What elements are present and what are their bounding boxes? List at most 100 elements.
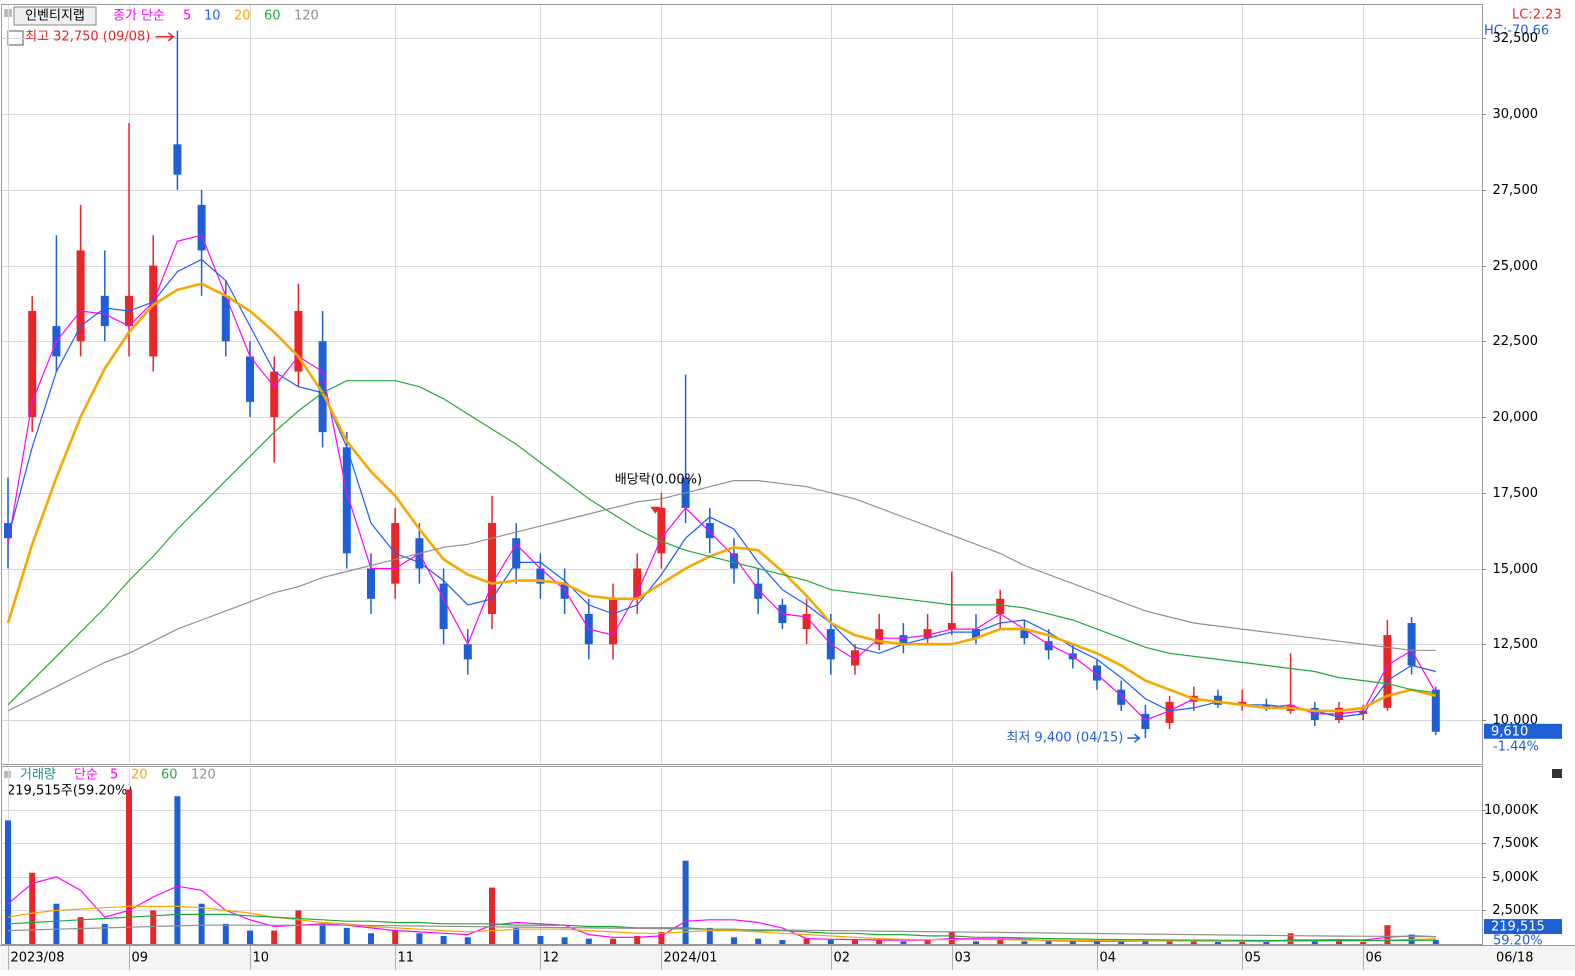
candle-body: [439, 583, 448, 630]
candle-body: [875, 629, 884, 645]
ma-line: [7, 480, 1436, 712]
price-panel: [1, 4, 1483, 765]
candle-body: [318, 341, 327, 433]
x-tick-label: 2024/01: [664, 951, 718, 966]
ma-line: [7, 258, 1436, 718]
volume-bar: [29, 872, 36, 944]
y-tick-label: 17,500: [1493, 486, 1539, 501]
candle-body: [560, 583, 569, 599]
candle-body: [899, 635, 908, 645]
legend-entry: 120: [191, 768, 216, 783]
x-tick-label: 2023/08: [11, 951, 65, 966]
close-icon[interactable]: [1552, 769, 1562, 778]
candle-body: [246, 356, 254, 402]
volume-bar: [101, 923, 108, 944]
candle-body: [802, 613, 811, 630]
volume-ma-line: [7, 924, 1436, 938]
x-tick-label: 10: [253, 951, 270, 966]
volume-title: 거래량: [20, 768, 56, 783]
y-tick-label: 2,500K: [1492, 903, 1538, 918]
volume-bar: [271, 930, 278, 944]
legend-entry: 5: [183, 9, 191, 24]
dividend-label: 배당락(0.00%): [615, 472, 702, 487]
volume-bar: [392, 930, 399, 944]
legend-label: 종가 단순: [113, 9, 165, 24]
stock-button[interactable]: [13, 6, 97, 26]
volume-bar: [1118, 941, 1125, 944]
volume-bar: [876, 939, 883, 944]
y-tick-label: 25,000: [1493, 259, 1539, 274]
volume-bar: [585, 938, 592, 944]
y-tick-label: 7,500K: [1492, 836, 1538, 851]
volume-bar: [53, 903, 60, 944]
candle-body: [609, 598, 617, 645]
candle-body: [705, 523, 714, 539]
legend-entry: 5: [110, 768, 118, 783]
volume-bar: [561, 937, 568, 944]
x-tick-label: 02: [834, 951, 851, 966]
volume-bar: [513, 927, 520, 944]
candle-body: [488, 523, 496, 614]
x-tick-label: 05: [1245, 951, 1262, 966]
high-label: 최고 32,750 (09/08): [25, 29, 150, 44]
volume-bar: [222, 923, 229, 944]
volume-bar: [1190, 941, 1197, 944]
candle-body: [367, 568, 375, 599]
legend-entry: 60: [161, 768, 178, 783]
candle-body: [1117, 689, 1126, 705]
volume-bar: [368, 933, 374, 944]
volume-bar: [1384, 925, 1391, 944]
candle-body: [512, 538, 521, 569]
volume-bar: [319, 923, 326, 944]
x-axis-band: [1, 946, 1575, 970]
legend-entry: 60: [264, 9, 281, 24]
volume-bar: [1166, 940, 1173, 944]
volume-bar: [610, 938, 616, 944]
volume-bar: [900, 941, 907, 944]
candle-body: [730, 553, 738, 569]
candle-body: [173, 144, 182, 175]
volume-bar: [1045, 941, 1052, 944]
volume-bar: [537, 935, 544, 944]
candle-body: [1359, 710, 1368, 714]
volume-bar: [706, 927, 713, 944]
y-tick-label: 30,000: [1493, 107, 1539, 122]
candle-body: [1431, 689, 1440, 732]
candle-body: [996, 598, 1005, 614]
volume-info: 219,515주(59.20%): [7, 784, 132, 799]
hc-label: HC:-70.66: [1484, 24, 1549, 39]
candle-body: [1238, 701, 1247, 705]
volume-panel: [1, 766, 1483, 945]
volume-bar: [1021, 941, 1028, 944]
current-volume-box: [1484, 919, 1562, 935]
candle-body: [463, 644, 472, 660]
y-tick-label: 22,500: [1493, 334, 1539, 349]
candle-body: [221, 295, 230, 342]
candle-body: [1020, 629, 1029, 639]
volume-bar: [1360, 941, 1367, 944]
y-tick-label: 5,000K: [1492, 870, 1538, 885]
x-tick-label: 03: [955, 951, 972, 966]
volume-bar: [1239, 941, 1246, 944]
candle-body: [270, 371, 279, 418]
candle-body: [1165, 701, 1174, 724]
volume-bar: [1069, 941, 1076, 944]
volume-bar: [489, 887, 495, 944]
last-price-label: 9,610: [1491, 724, 1528, 739]
volume-bar: [1142, 939, 1149, 944]
volume-bar: [126, 789, 132, 944]
volume-bar: [5, 820, 11, 944]
x-end-label: 06/18: [1496, 951, 1533, 966]
x-tick-label: 04: [1100, 951, 1117, 966]
candle-body: [1141, 713, 1150, 730]
candle-body: [197, 204, 206, 251]
volume-bar: [150, 910, 157, 944]
candle-body: [633, 568, 642, 599]
stock-name: 인벤티지랩: [25, 9, 85, 24]
candle-body: [1214, 695, 1222, 705]
dividend-marker: [650, 506, 661, 514]
candle-body: [1262, 704, 1271, 708]
candle-body: [851, 650, 859, 666]
